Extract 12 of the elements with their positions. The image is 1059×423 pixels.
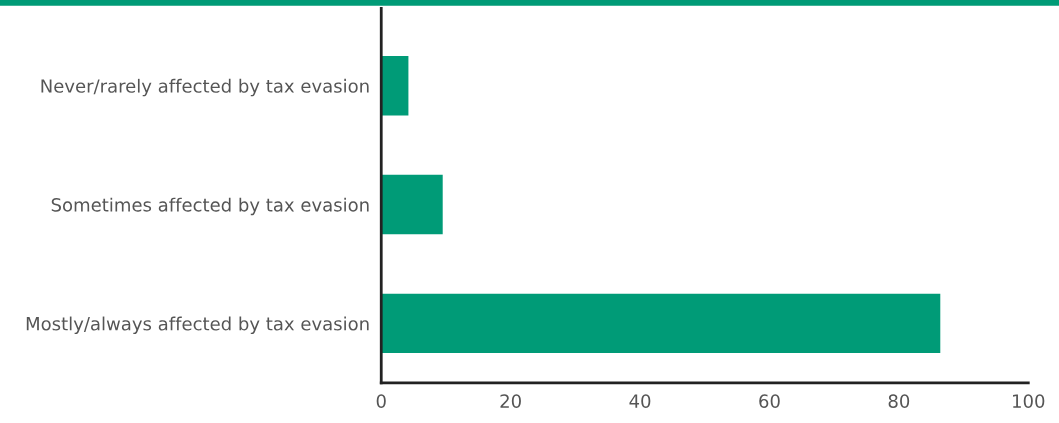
y-tick-label: Never/rarely affected by tax evasion [41,78,369,97]
bar [381,56,409,116]
bar [381,174,443,235]
x-tick-label: 60 [759,394,780,408]
x-tick-label: 20 [500,394,521,408]
x-tick-label: 40 [629,394,651,408]
x-tick-label: 100 [1013,394,1045,408]
y-tick-label: Sometimes affected by tax evasion [51,197,369,216]
y-tick-label: Mostly/always affected by tax evasion [26,316,369,335]
bar [381,293,941,354]
x-tick-label: 80 [888,394,910,408]
x-tick-label: 0 [376,394,386,408]
